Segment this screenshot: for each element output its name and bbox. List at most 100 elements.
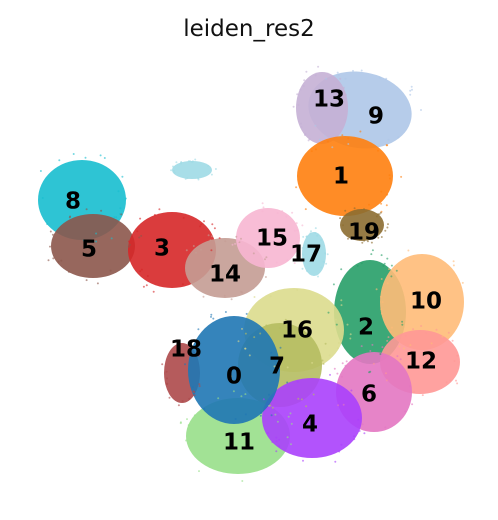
cluster-5-point [67,270,70,273]
cluster-18-point [172,340,175,343]
cluster-5-point [85,208,88,211]
cluster-9-point [385,77,388,80]
cluster-0-point [268,393,270,396]
cluster-7-point [259,332,262,335]
cluster-17-point [316,235,318,237]
cluster-8-point [110,237,113,240]
cluster-1-point [388,177,391,180]
cluster-11-point [268,404,271,407]
cluster-14-point [202,295,205,298]
cluster-11-point [290,422,293,425]
cluster-1-point [400,175,403,178]
cluster-0-point [259,414,262,417]
cluster-1-point [380,190,383,193]
cluster-8-point [99,154,102,157]
cluster-11-point [276,420,279,423]
cluster-17-point [305,235,308,238]
cluster-9-point [344,77,347,80]
cluster-12-point [413,391,416,394]
cluster-9-point [347,143,350,145]
cluster-14-point [195,251,197,254]
cluster-18-point [188,349,191,352]
cluster-9-point [325,77,328,80]
cluster-18-point [176,339,179,342]
cluster-13-point [317,65,320,68]
cluster-10-point [461,281,464,284]
cluster-label-12: 12 [405,349,437,375]
cluster-1-point [359,130,362,133]
cluster-label-13: 13 [313,87,345,113]
cluster-17-point [180,161,183,164]
cluster-16-point [269,295,272,298]
cluster-18-point [198,383,201,386]
cluster-15-point [261,210,264,213]
cluster-label-15: 15 [256,226,288,252]
cluster-5-point [85,279,88,282]
cluster-16-point [311,361,314,364]
cluster-0-point [191,385,194,388]
cluster-16-point [346,323,349,326]
cluster-10-region [380,254,464,350]
cluster-5-point [140,234,143,237]
cluster-10-point [388,268,390,271]
cluster-17-point [172,165,174,168]
cluster-0-point [286,381,289,384]
cluster-0-point [184,363,186,366]
cluster-7-point [288,329,291,332]
cluster-5-point [109,269,112,272]
cluster-13-point [314,74,317,77]
cluster-14-point [192,245,195,247]
cluster-11-point [289,412,292,415]
cluster-10-point [386,282,389,285]
cluster-4-point [334,460,337,463]
cluster-8-point [82,239,85,242]
cluster-12-point [455,379,457,382]
cluster-18-point [166,377,168,380]
cluster-2-point [380,254,383,257]
cluster-6-point [345,360,348,363]
cluster-6-point [399,358,402,361]
cluster-1-point [295,186,298,189]
cluster-17-point [186,177,189,180]
cluster-9-point [314,124,317,127]
cluster-5-point [51,233,54,236]
cluster-4-point [278,438,281,441]
cluster-10-point [430,342,433,345]
cluster-11-point [198,470,200,473]
cluster-3-point [210,249,213,252]
cluster-8-point [41,197,44,199]
cluster-12-point [386,339,389,342]
cluster-10-point [409,344,412,347]
cluster-6-point [340,375,343,378]
cluster-16-point [340,299,343,302]
cluster-12-point [451,339,454,342]
cluster-15-point [234,242,237,245]
cluster-14-point [224,240,227,243]
cluster-12-point [420,325,423,327]
cluster-11-point [290,443,292,446]
cluster-13-point [300,126,303,129]
cluster-4-point [338,450,341,453]
cluster-17-region [172,161,212,179]
cluster-9-point [336,71,339,74]
cluster-2-point [379,353,382,355]
cluster-label-17: 17 [290,242,322,268]
cluster-17-point [314,227,317,230]
cluster-0-point [203,407,206,410]
cluster-13-point [340,90,342,93]
cluster-7-point [265,324,268,327]
cluster-10-point [380,312,383,315]
cluster-4-point [271,441,274,443]
cluster-12-point [453,360,456,363]
cluster-label-10: 10 [410,289,442,315]
cluster-9-point [410,85,413,88]
cluster-7-point [300,398,303,401]
cluster-18-point [177,404,180,407]
cluster-6-point [336,372,339,375]
cluster-12-point [387,336,390,339]
cluster-3-point [127,240,130,243]
cluster-17-point [326,253,329,256]
cluster-13-point [344,93,347,96]
cluster-7-point [230,375,233,378]
cluster-18-point [181,400,184,403]
